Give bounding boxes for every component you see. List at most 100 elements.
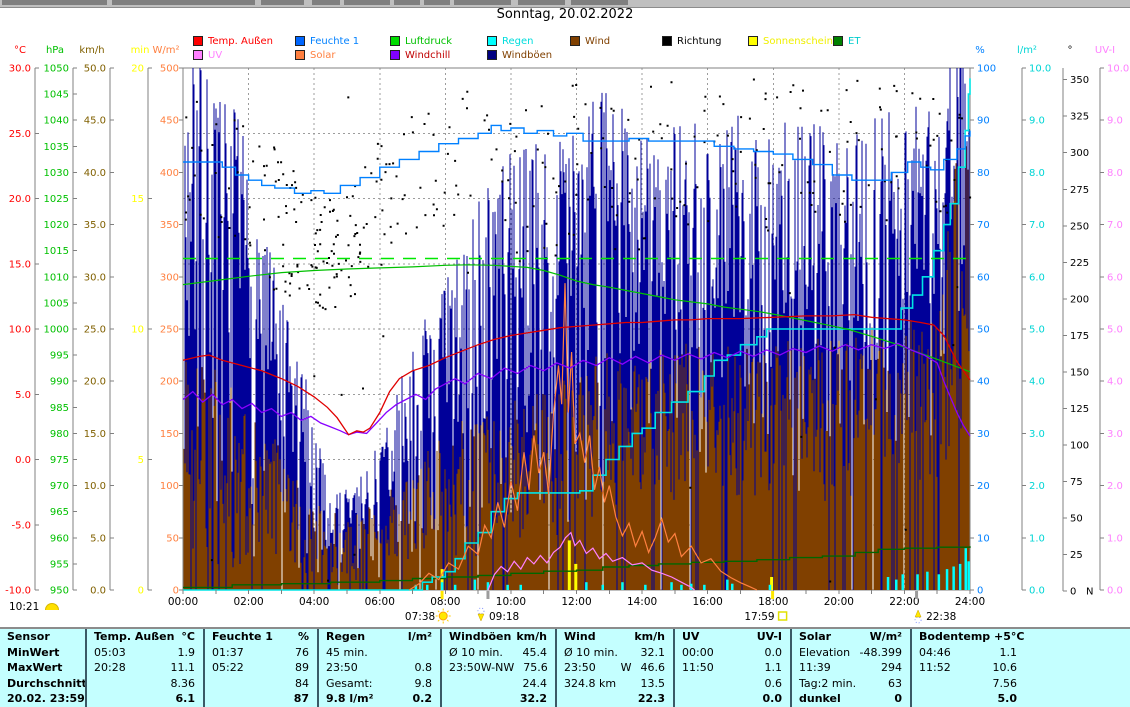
x-axis: 00:0002:0004:0006:0008:0010:0012:0014:00… bbox=[168, 590, 985, 608]
chart-legend: Temp. AußenFeuchte 1LuftdruckRegenWindRi… bbox=[0, 0, 1130, 64]
axis-tick-label: 25 bbox=[1070, 550, 1083, 561]
axis-tick-label: -10.0 bbox=[5, 586, 31, 597]
axis-tick-label: 1040 bbox=[44, 116, 69, 127]
legend-swatch bbox=[390, 50, 400, 60]
stats-cell-value: 10.6 bbox=[993, 661, 1018, 674]
stats-value-cell: Ø 10 min.32.1 bbox=[557, 645, 673, 661]
axis-tick-label: 960 bbox=[50, 533, 69, 544]
stats-row-label-text: 20.02. 23:59 bbox=[7, 692, 85, 705]
stats-col-temp-au-en: Temp. Außen°C05:031.920:2811.18.366.1 bbox=[85, 629, 203, 707]
sun-disc bbox=[439, 612, 447, 620]
stats-col-uv: UVUV-I00:000.011:501.10.60.0 bbox=[673, 629, 790, 707]
legend-item-windb-en: Windböen bbox=[487, 50, 552, 62]
legend-swatch bbox=[193, 36, 203, 46]
stats-header-cell: Feuchte 1% bbox=[205, 629, 317, 645]
stats-value-cell: Gesamt: 9.8 bbox=[319, 676, 440, 692]
axis-tick-label: 250 bbox=[1070, 221, 1089, 232]
axis-tick-label: 980 bbox=[50, 429, 69, 440]
series-bar-regen_rate bbox=[602, 585, 605, 590]
series-bar-regen_rate bbox=[916, 574, 919, 590]
axis-tick-label: 100 bbox=[160, 481, 179, 492]
stats-row-label: MinWert bbox=[0, 645, 85, 661]
stats-cell-left: 23:50 bbox=[326, 661, 358, 674]
stats-col-windb-en: Windböenkm/hØ 10 min.45.423:50W-NW75.624… bbox=[440, 629, 555, 707]
axis-tick-label: 250 bbox=[160, 325, 179, 336]
series-bar-regen_rate bbox=[895, 580, 898, 590]
stats-cell-left: Gesamt: bbox=[326, 677, 373, 690]
stats-header-cell: SolarW/m² bbox=[792, 629, 910, 645]
axis-tick-label: -5.0 bbox=[11, 520, 31, 531]
stats-sensor-name: Solar bbox=[799, 630, 831, 643]
stats-cell-left: dunkel bbox=[799, 692, 841, 705]
stats-value-cell: Tag:2 min.63 bbox=[792, 676, 910, 692]
axis-tick-label: 0 bbox=[1070, 587, 1076, 598]
stats-value-cell: 5.0 bbox=[912, 691, 1025, 707]
stats-sensor-name: Regen bbox=[326, 630, 365, 643]
legend-label: Regen bbox=[502, 36, 534, 47]
stats-col-regen: Regenl/m²45 min.23:500.8Gesamt:9.89.8 l/… bbox=[317, 629, 440, 707]
stats-cell-value: 6.1 bbox=[176, 692, 196, 705]
event-time-label: 07:38 bbox=[405, 611, 435, 623]
stats-value-cell: 24.4 bbox=[442, 676, 555, 692]
legend-label: Richtung bbox=[677, 36, 722, 47]
axis-tick-label: 15.0 bbox=[84, 429, 106, 440]
stats-cell-value: 89 bbox=[295, 661, 309, 674]
sunrise-icon bbox=[436, 609, 451, 624]
stats-value-cell: dunkel 0 bbox=[792, 691, 910, 707]
sun-ray bbox=[447, 620, 448, 621]
stats-cell-value: 1.9 bbox=[178, 646, 196, 659]
axis-tick-label: 1000 bbox=[44, 325, 69, 336]
axis-tick-label: 955 bbox=[50, 559, 69, 570]
axis-tick-label: 30.0 bbox=[9, 64, 31, 75]
axis-tick-label: 300 bbox=[1070, 148, 1089, 159]
weather-app-window: { "window": { "toolbar_segments": [ {"x"… bbox=[0, 0, 1130, 707]
axis-tick-label: 400 bbox=[160, 168, 179, 179]
stats-col-bodentemp-5: Bodentemp +5°C04:461.111:5210.67.565.0 bbox=[910, 629, 1025, 707]
stats-cell-left: 9.8 l/m² bbox=[326, 692, 373, 705]
moonset-moon-icon bbox=[478, 608, 484, 614]
axis-tick-label: 275 bbox=[1070, 185, 1089, 196]
series-bar-regen_rate bbox=[902, 574, 905, 590]
axis-tick-label: 200 bbox=[160, 377, 179, 388]
series-bar-regen_rate bbox=[474, 580, 477, 590]
stats-header-cell: Windkm/h bbox=[557, 629, 673, 645]
stats-cell-value: 0.0 bbox=[763, 692, 783, 705]
axis-tick-label: 1035 bbox=[44, 142, 69, 153]
stats-cell-value: -48.399 bbox=[860, 646, 902, 659]
stats-cell-value: 0 bbox=[894, 692, 902, 705]
stats-value-cell: 32.2 bbox=[442, 691, 555, 707]
stats-value-cell: 01:3776 bbox=[205, 645, 317, 661]
stats-cell-left: 324.8 km bbox=[564, 677, 616, 690]
series-bar-regen_rate bbox=[959, 564, 962, 590]
axis-tick-label: 150 bbox=[1070, 367, 1089, 378]
moon-icon bbox=[45, 603, 59, 610]
legend-item-luftdruck: Luftdruck bbox=[390, 36, 452, 48]
stats-cell-left: 23:50 bbox=[449, 661, 481, 674]
axis-tick-label: 325 bbox=[1070, 112, 1089, 123]
axis-tick-label: 300 bbox=[160, 272, 179, 283]
series-bar-regen_rate bbox=[621, 582, 624, 590]
axis-tick-label: 6.0 bbox=[1107, 272, 1123, 283]
legend-label: Sonnenschein bbox=[763, 36, 833, 47]
axis-tick-label: 50 bbox=[1070, 513, 1083, 524]
series-bar-sonnenschein bbox=[574, 564, 577, 590]
stats-cell-value: 0.6 bbox=[765, 677, 783, 690]
axis-tick-label: 965 bbox=[50, 507, 69, 518]
legend-item-uv: UV bbox=[193, 50, 222, 62]
axis-tick-label: 15.0 bbox=[9, 259, 31, 270]
stats-cell-value: 0.0 bbox=[765, 646, 783, 659]
event-time-label: 09:18 bbox=[489, 611, 519, 623]
stats-sensor-unit: % bbox=[298, 630, 309, 643]
stats-cell-left: Ø 10 min. bbox=[449, 646, 503, 659]
stats-cell-value: 75.6 bbox=[523, 661, 548, 674]
stats-sensor-unit: km/h bbox=[516, 630, 547, 643]
moonset-arrow-icon bbox=[478, 614, 484, 621]
stats-cell-left: Ø 10 min. bbox=[564, 646, 618, 659]
stats-value-cell: 00:000.0 bbox=[675, 645, 790, 661]
legend-swatch bbox=[487, 36, 497, 46]
axis-tick-label: 1020 bbox=[44, 220, 69, 231]
axis-tick-label: 3.0 bbox=[1029, 429, 1045, 440]
axis-tick-label: 20 bbox=[977, 481, 990, 492]
stats-cell-left: 11:52 bbox=[919, 661, 951, 674]
stats-cell-value: 9.8 bbox=[415, 677, 433, 690]
